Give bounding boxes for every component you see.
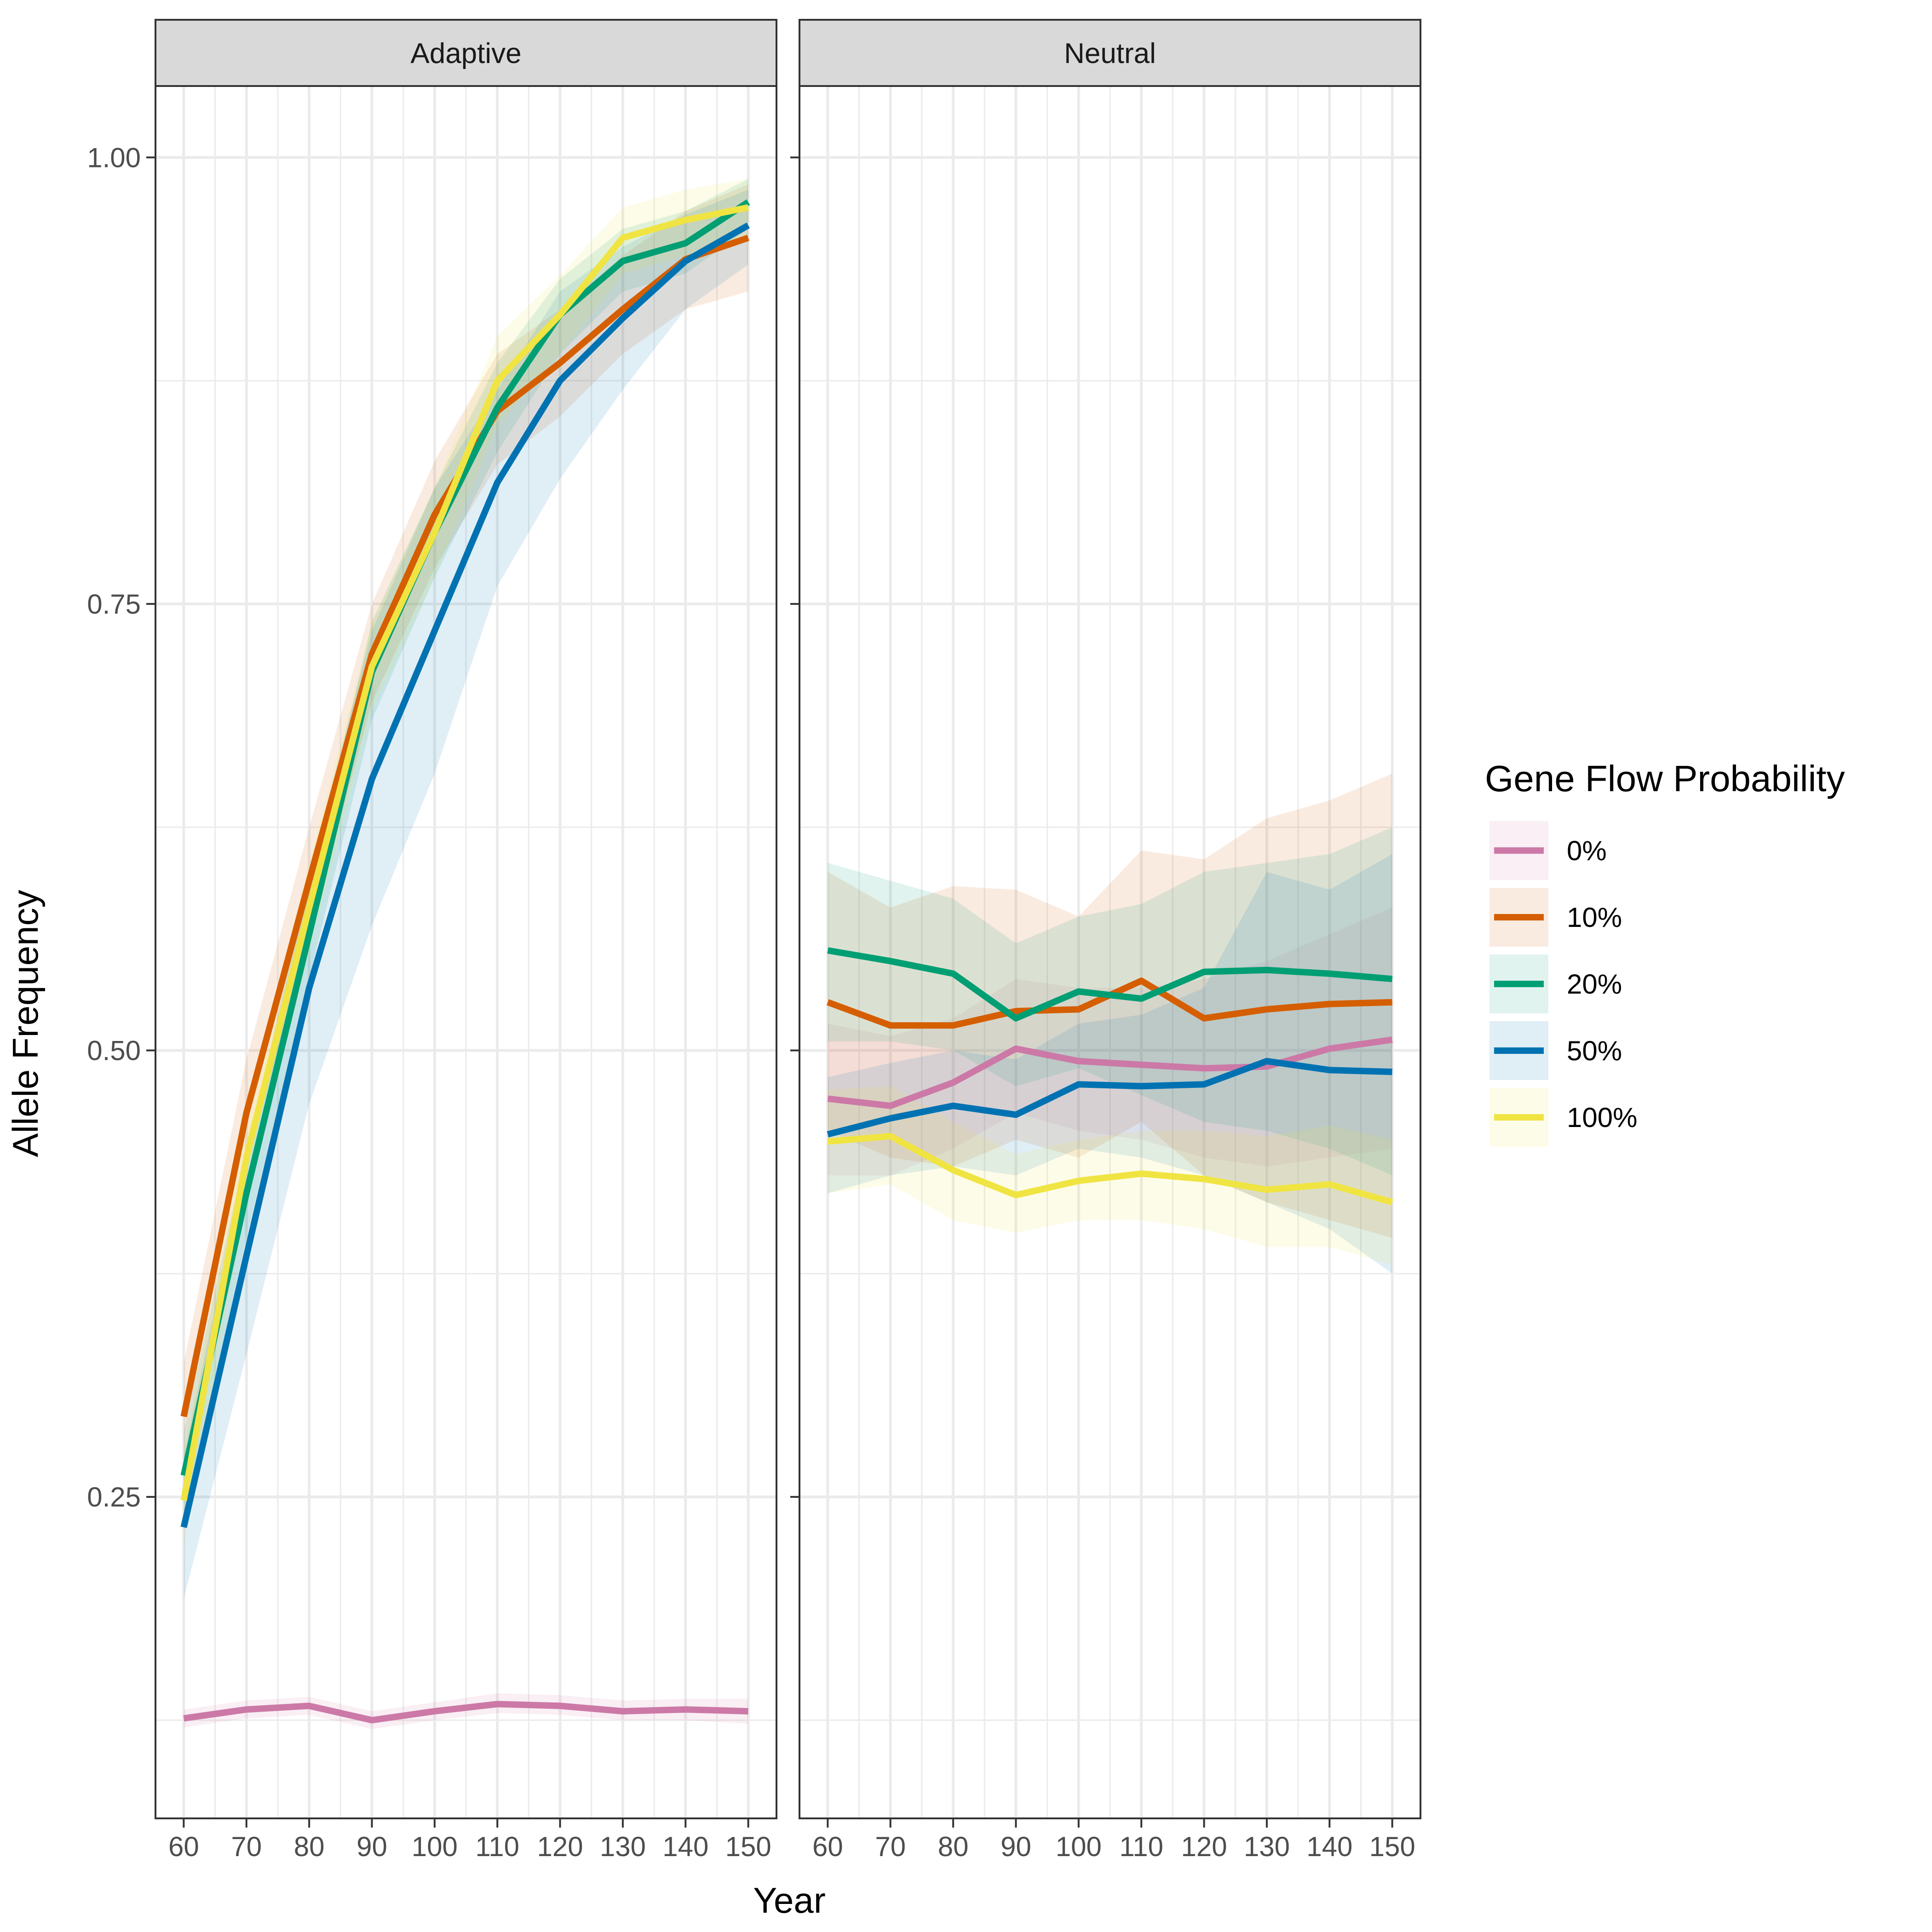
legend-entry-100pct: 100% <box>1489 1088 1637 1147</box>
series-line-20pct <box>827 947 1393 1022</box>
y-tick-label: 0.75 <box>87 589 141 620</box>
x-tick-label: 120 <box>537 1831 583 1862</box>
series-line-20pct <box>180 199 750 1477</box>
x-tick-label: 150 <box>725 1831 771 1862</box>
x-tick-label: 90 <box>356 1831 387 1862</box>
x-tick-label: 150 <box>1369 1831 1415 1862</box>
y-tick-label: 0.25 <box>87 1482 141 1512</box>
ribbon-10pct <box>828 773 1392 1238</box>
x-tick-label: 130 <box>600 1831 646 1862</box>
legend-label: 50% <box>1567 1035 1622 1066</box>
legend-label: 10% <box>1567 902 1622 933</box>
facet-strip <box>799 19 1421 87</box>
legend-title: Gene Flow Probability <box>1485 758 1845 799</box>
y-tick-label: 0.50 <box>87 1035 141 1066</box>
x-tick-label: 100 <box>1056 1831 1102 1862</box>
x-tick-label: 110 <box>1119 1831 1163 1862</box>
legend-label: 20% <box>1567 969 1622 1000</box>
legend-entry-0pct: 0% <box>1489 821 1607 880</box>
x-tick-label: 140 <box>662 1831 708 1862</box>
x-axis-title: Year <box>753 1880 826 1920</box>
series-line-50pct <box>180 222 750 1528</box>
x-tick-label: 70 <box>231 1831 262 1862</box>
ribbon-10pct <box>184 184 748 1470</box>
x-tick-label: 120 <box>1181 1831 1227 1862</box>
legend-entry-50pct: 50% <box>1489 1021 1622 1080</box>
y-tick-label: 1.00 <box>87 142 141 173</box>
facet-panels: Adaptive 60 70 80 90 100 110 120 130 140 150 0.25 0.… <box>87 19 1421 1862</box>
panel-neutral: Neutral 60 70 80 90 100 110 120 130 140 150 <box>790 19 1421 1862</box>
legend-label: 100% <box>1567 1102 1637 1133</box>
x-tick-label: 60 <box>168 1831 199 1862</box>
x-tick-label: 140 <box>1306 1831 1352 1862</box>
legend-label: 0% <box>1567 835 1607 866</box>
x-tick-label: 70 <box>875 1831 906 1862</box>
facet-strip-label: Neutral <box>1064 38 1156 69</box>
series-line-50pct <box>827 1058 1392 1138</box>
series-line-0pct <box>183 1701 748 1724</box>
ribbon-20pct <box>828 827 1392 1176</box>
y-axis-title: Allele Frequency <box>5 890 46 1157</box>
panel-adaptive: Adaptive 60 70 80 90 100 110 120 130 140 150 0.25 0.… <box>87 19 777 1862</box>
x-tick-label: 80 <box>938 1831 969 1862</box>
legend-entry-10pct: 10% <box>1489 888 1622 947</box>
x-tick-label: 90 <box>1000 1831 1031 1862</box>
series-line-100pct <box>827 1133 1393 1206</box>
legend-entry-20pct: 20% <box>1489 954 1622 1013</box>
series-line-100pct <box>180 204 749 1501</box>
ribbon-0pct <box>184 1693 748 1729</box>
x-tick-label: 100 <box>412 1831 458 1862</box>
series-line-0pct <box>827 1036 1393 1109</box>
facet-strip <box>155 19 777 87</box>
legend: Gene Flow Probability 0% 10% 20% 50% 100% <box>1485 758 1845 1147</box>
x-tick-label: 110 <box>475 1831 519 1862</box>
x-tick-label: 130 <box>1244 1831 1290 1862</box>
x-tick-label: 80 <box>294 1831 325 1862</box>
facet-strip-label: Adaptive <box>410 38 521 69</box>
ribbon-20pct <box>184 178 748 1520</box>
x-tick-label: 60 <box>812 1831 843 1862</box>
